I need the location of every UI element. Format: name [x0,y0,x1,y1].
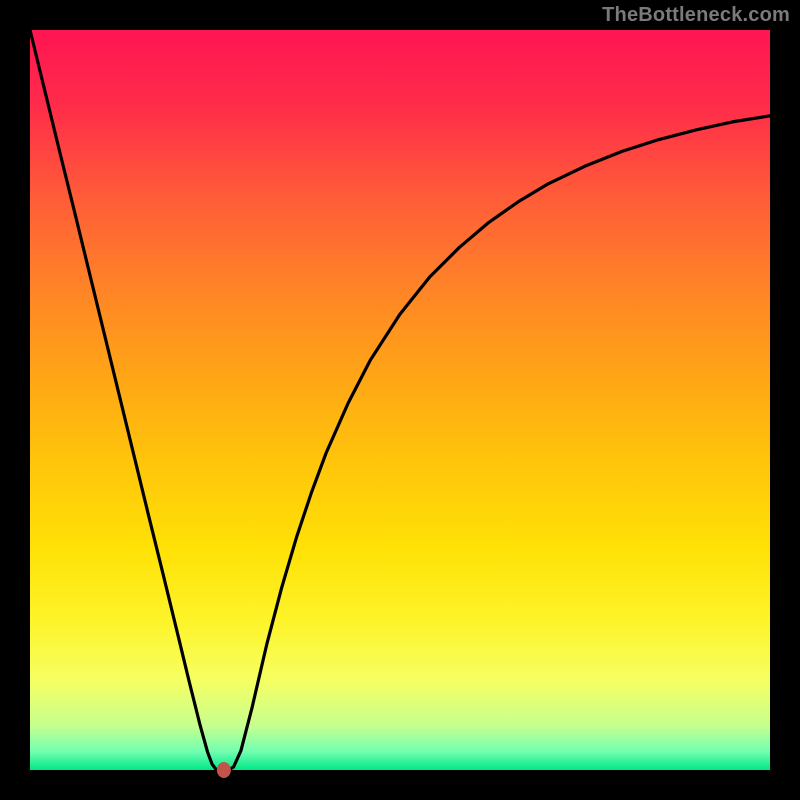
watermark-text: TheBottleneck.com [602,4,790,27]
bottleneck-chart [0,0,800,800]
chart-container: { "meta": { "watermark_text": "TheBottle… [0,0,800,800]
optimum-marker [217,762,231,778]
